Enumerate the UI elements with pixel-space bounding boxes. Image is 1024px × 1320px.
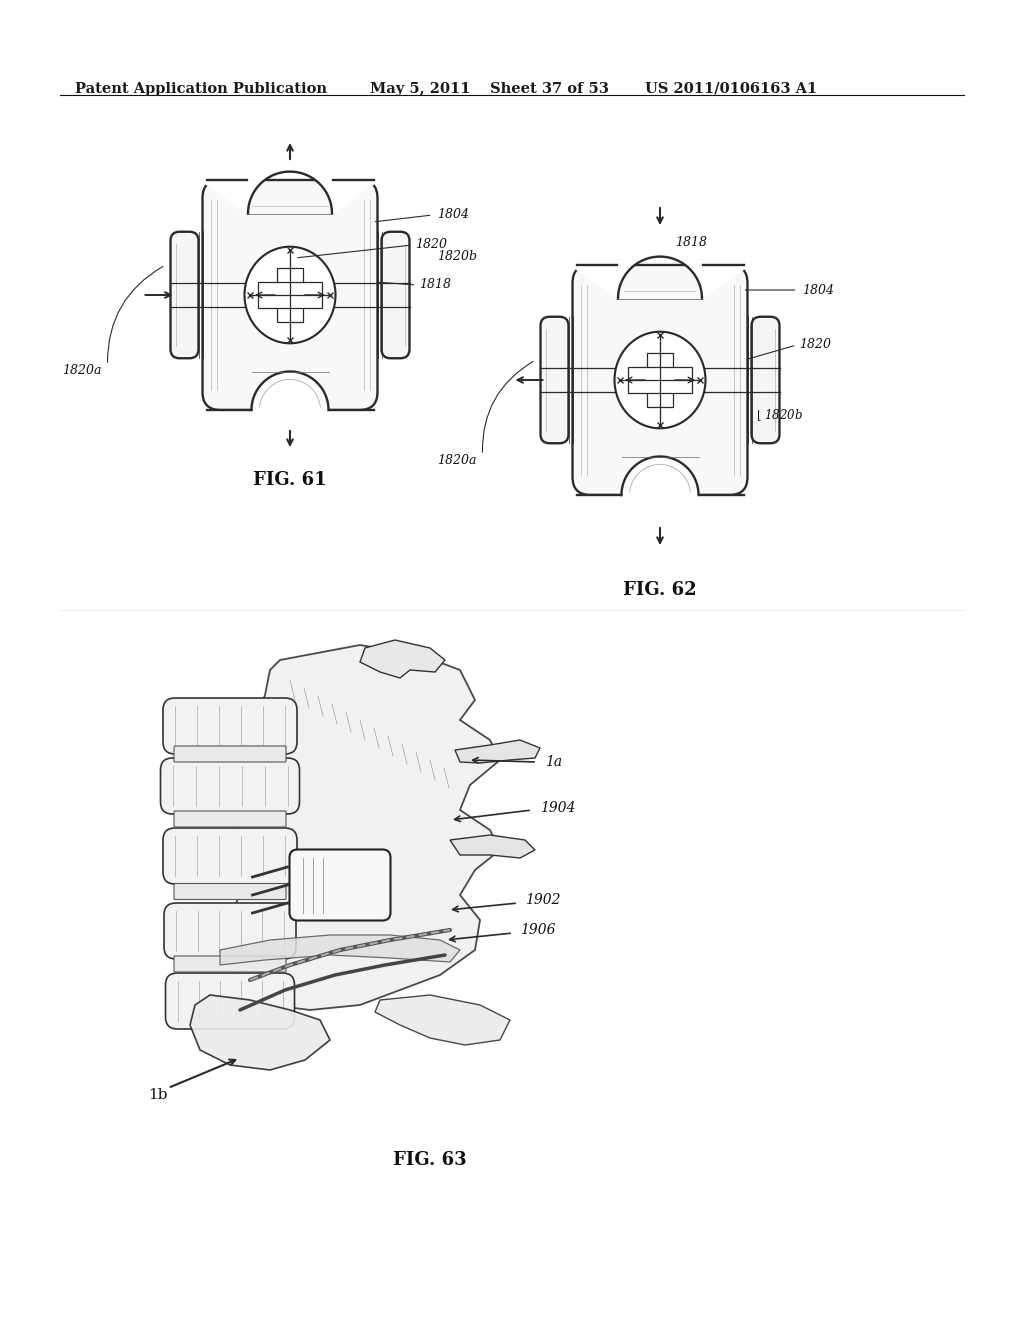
Text: 1820a: 1820a [62,363,102,376]
FancyBboxPatch shape [163,698,297,754]
Polygon shape [570,224,750,298]
FancyBboxPatch shape [171,232,199,358]
FancyBboxPatch shape [258,282,322,308]
Polygon shape [455,741,540,763]
FancyBboxPatch shape [628,367,692,393]
Text: 1904: 1904 [540,801,575,814]
Text: US 2011/0106163 A1: US 2011/0106163 A1 [645,82,817,96]
Text: $\lfloor$ 1820b: $\lfloor$ 1820b [756,407,803,422]
Text: 1820b: 1820b [437,249,477,263]
FancyBboxPatch shape [752,317,779,444]
Text: Sheet 37 of 53: Sheet 37 of 53 [490,82,609,96]
Text: Patent Application Publication: Patent Application Publication [75,82,327,96]
Text: 1820: 1820 [800,338,831,351]
Text: 1906: 1906 [520,923,555,937]
FancyBboxPatch shape [174,883,286,899]
Text: May 5, 2011: May 5, 2011 [370,82,470,96]
FancyBboxPatch shape [163,828,297,884]
FancyBboxPatch shape [541,317,568,444]
Polygon shape [201,371,380,450]
Polygon shape [375,995,510,1045]
Text: 1818: 1818 [675,235,707,248]
Ellipse shape [614,331,706,428]
FancyBboxPatch shape [647,354,673,407]
FancyBboxPatch shape [572,265,748,495]
Polygon shape [201,140,380,214]
FancyBboxPatch shape [174,956,286,972]
Text: 1b: 1b [148,1088,168,1102]
Text: FIG. 61: FIG. 61 [253,471,327,488]
Polygon shape [450,836,535,858]
FancyBboxPatch shape [166,973,295,1030]
Polygon shape [570,457,750,535]
Text: 1902: 1902 [525,894,560,907]
FancyBboxPatch shape [164,903,296,960]
Ellipse shape [245,247,336,343]
Polygon shape [230,645,500,1010]
FancyBboxPatch shape [174,746,286,762]
Text: 1a: 1a [545,755,562,770]
Text: 1820a: 1820a [437,454,477,466]
Text: 1820: 1820 [416,239,447,252]
FancyBboxPatch shape [382,232,410,358]
FancyBboxPatch shape [278,268,303,322]
Polygon shape [360,640,445,678]
FancyBboxPatch shape [174,810,286,828]
Text: FIG. 63: FIG. 63 [393,1151,467,1170]
FancyBboxPatch shape [203,180,378,411]
Text: 1818: 1818 [420,279,452,292]
Polygon shape [220,935,460,965]
Text: 1804: 1804 [437,209,469,222]
FancyBboxPatch shape [161,758,299,814]
FancyBboxPatch shape [290,850,390,920]
Text: 1804: 1804 [803,284,835,297]
Text: FIG. 62: FIG. 62 [624,581,696,599]
Polygon shape [190,995,330,1071]
